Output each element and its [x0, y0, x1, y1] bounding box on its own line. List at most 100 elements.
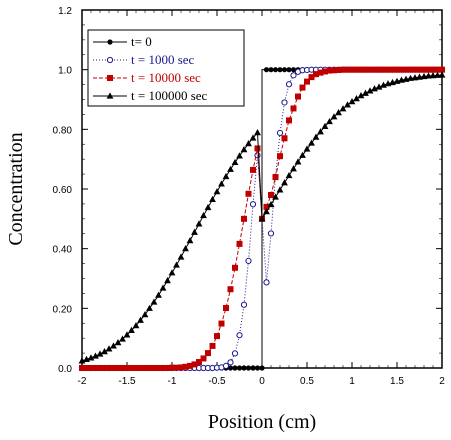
data-point [105, 345, 113, 352]
legend-label: t = 1000 sec [131, 52, 195, 67]
data-point [276, 129, 284, 137]
data-point [182, 363, 189, 370]
data-point [254, 145, 261, 152]
x-tick-label: -1.5 [118, 376, 136, 387]
data-point [326, 67, 333, 74]
data-point [114, 339, 122, 346]
data-point [231, 158, 239, 166]
data-point [87, 354, 95, 361]
y-tick-label: 1.2 [58, 6, 72, 17]
data-point [263, 203, 270, 210]
legend-label: t = 10000 sec [131, 70, 201, 85]
data-point [254, 129, 261, 136]
data-point [313, 71, 319, 78]
data-point [236, 240, 243, 247]
data-point [335, 66, 342, 73]
data-point [407, 66, 414, 73]
data-point [209, 195, 216, 203]
data-point [344, 101, 351, 108]
data-point [222, 362, 230, 370]
data-point [299, 151, 306, 158]
data-point [245, 140, 252, 147]
x-tick-label: 0 [259, 376, 265, 387]
data-point [430, 66, 436, 73]
data-point [245, 190, 252, 197]
data-point [123, 331, 131, 338]
data-point [195, 220, 203, 227]
data-point [385, 66, 391, 73]
y-tick-label: 0.0 [58, 364, 72, 375]
data-point [348, 97, 356, 105]
data-point [263, 279, 270, 286]
data-point [214, 333, 220, 340]
data-point [357, 92, 365, 99]
data-point [281, 99, 288, 106]
data-point [322, 68, 328, 75]
data-point [317, 128, 324, 135]
data-point [353, 95, 360, 102]
data-point [344, 66, 351, 73]
data-point [236, 152, 243, 159]
data-point [119, 365, 126, 371]
data-point [146, 304, 153, 311]
data-point [371, 85, 378, 92]
data-point [331, 67, 337, 74]
data-point [88, 365, 94, 371]
series-2 [79, 66, 445, 371]
data-point [240, 301, 248, 308]
data-point [366, 87, 374, 94]
data-point [321, 122, 329, 129]
y-axis-title: Concentration [5, 132, 27, 245]
data-point [362, 66, 369, 73]
data-point [272, 193, 279, 200]
data-point [285, 81, 293, 88]
data-point [412, 66, 418, 73]
data-point [295, 93, 301, 100]
data-point [263, 208, 270, 215]
data-point [268, 191, 274, 198]
data-point [434, 66, 441, 73]
data-point [281, 67, 288, 73]
data-point [277, 67, 283, 73]
data-point [403, 66, 409, 73]
legend-marker [106, 56, 114, 64]
data-point [83, 365, 90, 371]
data-point [240, 146, 248, 153]
data-point [304, 78, 310, 85]
legend: t= 0 t = 1000 sec t = 10000 sec t = 100000 … [87, 29, 245, 107]
data-point [439, 66, 445, 73]
data-point [119, 335, 126, 342]
data-point [106, 365, 112, 371]
data-point [335, 109, 342, 116]
data-point [191, 361, 198, 368]
x-axis-title: Position (cm) [208, 411, 316, 433]
data-point [254, 365, 261, 371]
y-tick-label: 0.80 [53, 125, 73, 136]
data-point [367, 66, 373, 73]
data-point [249, 134, 257, 141]
data-point [150, 298, 158, 305]
data-point [259, 365, 265, 371]
data-point [358, 66, 364, 73]
data-point [312, 133, 320, 140]
data-point [209, 342, 216, 349]
data-point [159, 284, 167, 291]
y-tick-label: 1.0 [58, 66, 72, 77]
y-tick-label: 0.60 [53, 185, 73, 196]
data-point [276, 186, 284, 193]
x-tick-label: 2 [439, 376, 445, 387]
data-point [160, 365, 166, 371]
data-point [290, 72, 297, 79]
data-point [223, 305, 229, 312]
data-point [173, 364, 180, 371]
data-point [231, 350, 239, 357]
data-point [339, 105, 347, 112]
data-point [200, 355, 207, 362]
data-point [250, 365, 256, 371]
data-point [187, 362, 193, 369]
data-point [151, 365, 157, 371]
data-point [299, 84, 306, 91]
legend-marker [107, 75, 113, 81]
data-point [142, 365, 148, 371]
legend-marker [106, 92, 114, 99]
